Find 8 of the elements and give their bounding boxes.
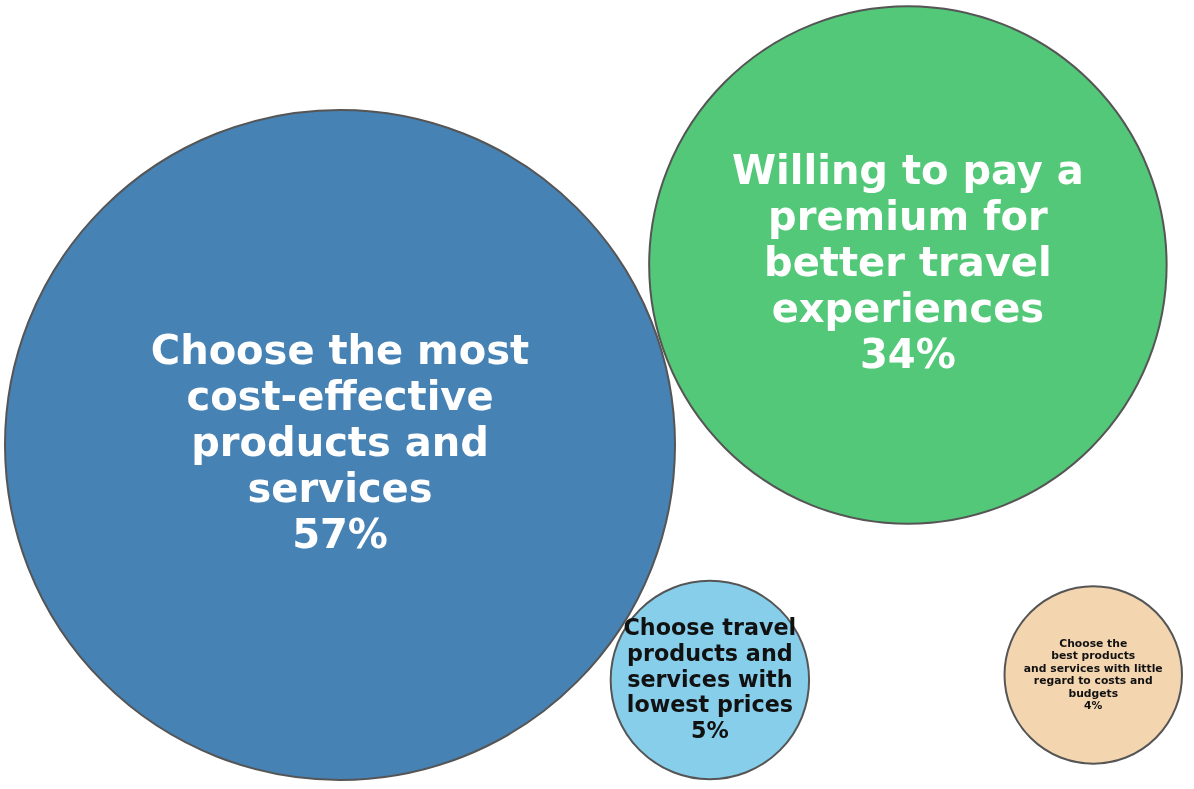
data-label: 5% [690,716,729,743]
category-label: Choose travel products and services with lowest prices [623,614,797,718]
data-label: 4% [1084,699,1103,713]
data-label: 34% [860,331,956,377]
data-label: 57% [292,511,388,557]
category-label: Choose the best products and services with little regard to costs and budgets [1023,636,1163,700]
category-label: Choose the most cost-effective products and services [150,327,530,511]
category-label: Willing to pay a premium for better travel experiences [731,147,1084,331]
